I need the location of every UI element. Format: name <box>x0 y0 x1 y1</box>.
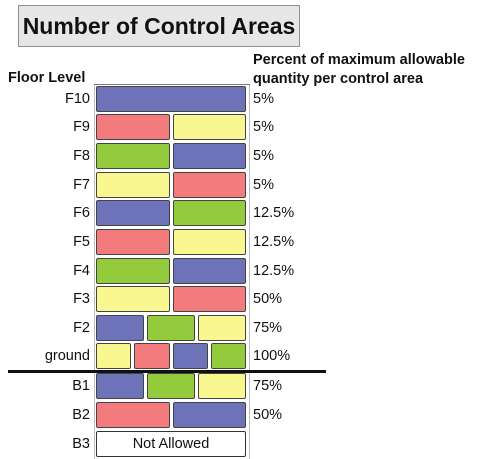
floor-level-label-f6: F6 <box>73 205 90 221</box>
control-area-f6-1 <box>96 200 170 226</box>
percent-label-f6: 12.5% <box>253 205 295 221</box>
control-area-ground-4 <box>210 343 246 369</box>
control-area-f8-2 <box>172 143 246 169</box>
ground-grade-line <box>8 370 326 373</box>
building-left-guide-line <box>94 84 95 459</box>
percent-label-f8: 5% <box>253 148 274 164</box>
floor-level-label-b2: B2 <box>72 407 90 423</box>
percent-label-f10: 5% <box>253 91 274 107</box>
percent-header-line-1: Percent of maximum allowable <box>253 52 465 68</box>
control-area-f3-1 <box>96 286 170 312</box>
not-allowed-box: Not Allowed <box>96 431 246 457</box>
floor-level-label-f10: F10 <box>65 91 90 107</box>
control-area-f2-2 <box>147 315 195 341</box>
control-area-ground-3 <box>172 343 208 369</box>
floor-level-label-f5: F5 <box>73 234 90 250</box>
floor-level-label-b1: B1 <box>72 378 90 394</box>
control-area-f4-2 <box>172 258 246 284</box>
percent-label-b2: 50% <box>253 407 283 423</box>
percent-header-line-2: quantity per control area <box>253 71 424 87</box>
floor-level-label-b3: B3 <box>72 436 90 452</box>
control-area-b1-2 <box>147 373 195 399</box>
floor-level-label-f4: F4 <box>73 263 90 279</box>
floor-level-label-f9: F9 <box>73 119 90 135</box>
control-area-f7-2 <box>172 172 246 198</box>
control-area-f2-1 <box>96 315 144 341</box>
control-area-b1-1 <box>96 373 144 399</box>
control-area-f2-3 <box>198 315 246 341</box>
control-area-f10-1 <box>96 86 246 112</box>
percent-header: Percent of maximum allowable quantity pe… <box>253 51 465 89</box>
floor-level-label-f7: F7 <box>73 177 90 193</box>
control-area-f8-1 <box>96 143 170 169</box>
percent-label-f5: 12.5% <box>253 234 295 250</box>
percent-label-f4: 12.5% <box>253 263 295 279</box>
control-area-b2-1 <box>96 402 170 428</box>
percent-label-f2: 75% <box>253 320 283 336</box>
floor-level-label-f3: F3 <box>73 291 90 307</box>
floor-level-label-f2: F2 <box>73 320 90 336</box>
control-area-f6-2 <box>172 200 246 226</box>
percent-label-b1: 75% <box>253 378 283 394</box>
percent-label-f3: 50% <box>253 291 283 307</box>
control-area-b1-3 <box>198 373 246 399</box>
floor-level-label-f8: F8 <box>73 148 90 164</box>
percent-label-f7: 5% <box>253 177 274 193</box>
control-area-b2-2 <box>172 402 246 428</box>
building-roof-line <box>94 84 250 85</box>
diagram-title: Number of Control Areas <box>18 5 300 47</box>
floor-level-header: Floor Level <box>8 70 86 86</box>
control-area-f3-2 <box>172 286 246 312</box>
building-right-guide-line <box>249 84 250 459</box>
control-area-f5-2 <box>172 229 246 255</box>
control-area-f9-1 <box>96 114 170 140</box>
control-area-f4-1 <box>96 258 170 284</box>
control-area-f7-1 <box>96 172 170 198</box>
control-area-f5-1 <box>96 229 170 255</box>
control-area-ground-1 <box>96 343 132 369</box>
control-area-f9-2 <box>172 114 246 140</box>
percent-label-ground: 100% <box>253 348 291 364</box>
percent-label-f9: 5% <box>253 119 274 135</box>
control-area-ground-2 <box>134 343 170 369</box>
floor-level-label-ground: ground <box>44 348 90 364</box>
